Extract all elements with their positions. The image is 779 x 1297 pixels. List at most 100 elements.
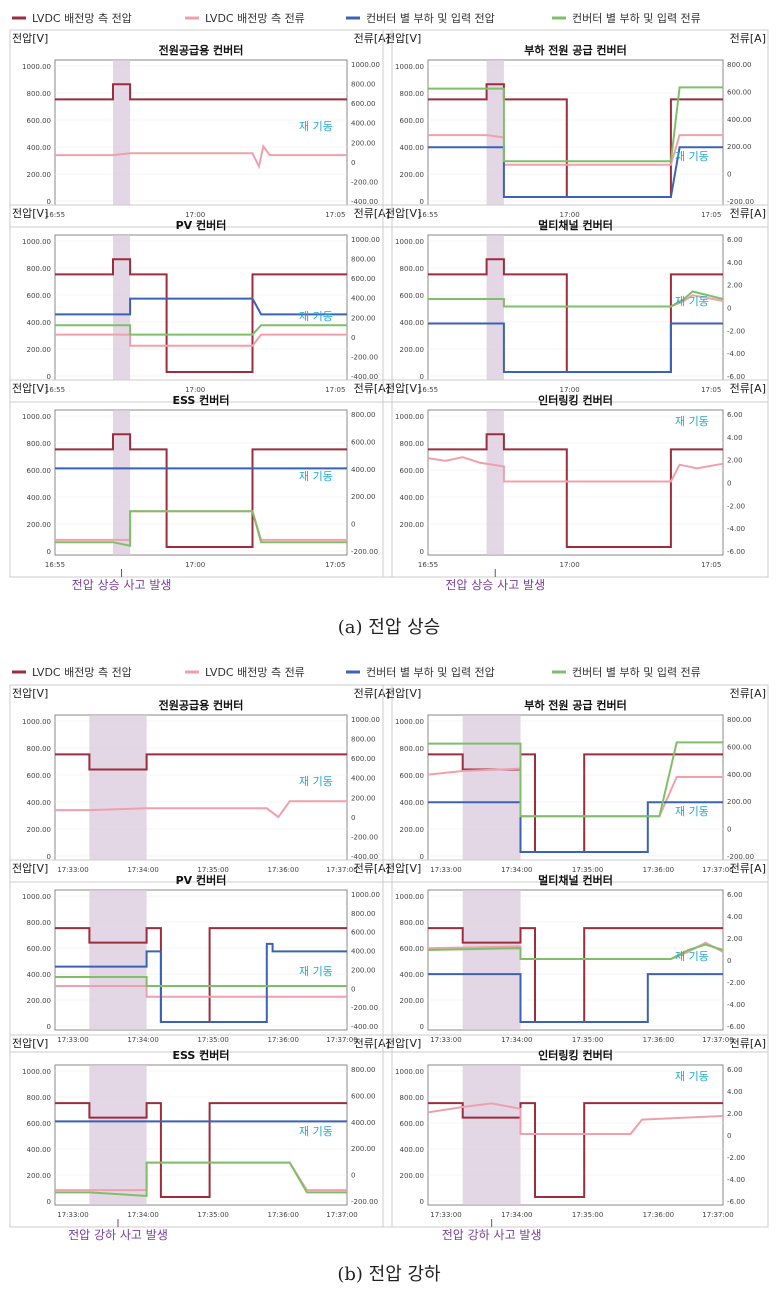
panel-2: 전압[V] 전류[A] PV 컨버터 1000.00 800.00 600.00 400.0…: [9, 204, 393, 403]
series-line-0: [428, 753, 723, 853]
right-tick-label: 200.00: [351, 314, 376, 322]
left-axis-label: 전압[V]: [385, 32, 421, 45]
right-tick-label: 0: [351, 985, 355, 993]
left-tick-label: 1000.00: [22, 63, 51, 71]
legend-label: 컨버터 별 부하 및 입력 전류: [572, 11, 701, 25]
x-tick-label: 17:36:00: [268, 866, 299, 874]
right-tick-label: -200.00: [351, 833, 378, 841]
right-tick-label: 200.00: [351, 966, 376, 974]
event-shade: [486, 235, 504, 380]
right-tick-label: 6.00: [727, 1066, 743, 1074]
plot-area: [54, 409, 348, 556]
series-line-1: [55, 333, 347, 347]
left-axis-label: 전압[V]: [385, 687, 421, 700]
x-tick-label: 17:35:00: [197, 866, 228, 874]
restart-label: 재 기동: [675, 415, 709, 428]
left-axis-label: 전압[V]: [12, 687, 48, 700]
left-tick-label: 600.00: [400, 117, 425, 125]
right-tick-label: -6.00: [727, 1023, 745, 1031]
right-tick-label: -400.00: [351, 198, 378, 206]
section-a: LVDC 배전망 측 전압 LVDC 배전망 측 전류 컨버터 별 부하 및 입력 …: [12, 11, 701, 638]
right-tick-label: 400.00: [351, 775, 376, 783]
left-tick-label: 1000.00: [395, 413, 424, 421]
legend-label: 컨버터 별 부하 및 입력 전압: [366, 11, 495, 25]
left-axis-label: 전압[V]: [385, 382, 421, 395]
panel-title: 전원공급용 컨버터: [159, 43, 244, 57]
panel-frame: [382, 859, 769, 1053]
right-axis-label: 전류[A]: [730, 32, 766, 45]
panel-5: 전압[V] 전류[A] 인터링킹 컨버터 1000.00 800.00 600.00 400…: [382, 379, 769, 578]
x-tick-label: 17:33:00: [430, 866, 461, 874]
left-tick-label: 600.00: [27, 772, 52, 780]
x-tick-label: 17:00: [560, 386, 580, 394]
left-tick-label: 1000.00: [22, 413, 51, 421]
left-tick-label: 800.00: [27, 745, 52, 753]
series-line-1: [55, 143, 347, 170]
left-tick-label: 200.00: [400, 1172, 425, 1180]
event-label: 전압 강하 사고 발생: [442, 1228, 542, 1242]
x-tick-label: 17:00: [185, 211, 205, 219]
series-line-0: [428, 1102, 723, 1198]
x-tick-label: 16:55: [418, 561, 438, 569]
left-tick-label: 400.00: [27, 144, 52, 152]
right-tick-label: -4.00: [727, 1176, 745, 1184]
right-tick-label: -200.00: [351, 1198, 378, 1206]
x-tick-label: 17:35:00: [197, 1211, 228, 1219]
event-shade: [486, 410, 504, 555]
left-tick-label: 200.00: [27, 521, 52, 529]
event-label: 전압 강하 사고 발생: [68, 1228, 168, 1242]
series-line-0: [55, 258, 347, 373]
x-tick-label: 17:36:00: [643, 866, 674, 874]
x-tick-label: 17:36:00: [643, 1211, 674, 1219]
x-tick-label: 17:00: [185, 561, 205, 569]
right-tick-label: -4.00: [727, 350, 745, 358]
left-tick-label: 800.00: [400, 265, 425, 273]
panel-frame: [382, 684, 769, 883]
right-axis-label: 전류[A]: [354, 1037, 390, 1050]
x-tick-label: 17:05: [701, 211, 721, 219]
right-tick-label: 0: [351, 1172, 355, 1180]
panel-10: 전압[V] 전류[A] ESS 컨버터 1000.00 800.00 600.00 400.…: [9, 1034, 393, 1228]
panel-8: 전압[V] 전류[A] PV 컨버터 1000.00 800.00 600.00 400.0…: [9, 859, 393, 1053]
left-tick-label: 800.00: [27, 919, 52, 927]
plot-area: [54, 59, 348, 206]
series-line-3: [427, 943, 724, 960]
right-axis-label: 전류[A]: [730, 207, 766, 220]
left-tick-label: 400.00: [400, 494, 425, 502]
right-tick-label: -2.00: [727, 1154, 745, 1162]
left-tick-label: 0: [420, 548, 424, 556]
left-tick-label: 600.00: [400, 1120, 425, 1128]
x-tick-label: 17:36:00: [643, 1036, 674, 1044]
panel-frame: [9, 204, 393, 403]
x-tick-label: 16:55: [45, 386, 65, 394]
left-tick-label: 600.00: [400, 772, 425, 780]
left-tick-label: 600.00: [400, 292, 425, 300]
left-tick-label: 1000.00: [395, 1068, 424, 1076]
series-line-0: [55, 433, 347, 548]
series-line-2: [428, 146, 723, 198]
legend-label: 컨버터 별 부하 및 입력 전류: [572, 665, 701, 679]
x-tick-label: 17:37:00: [326, 866, 357, 874]
left-axis-label: 전압[V]: [12, 207, 48, 220]
x-tick-label: 17:05: [325, 386, 345, 394]
restart-label: 재 기동: [299, 965, 333, 978]
right-tick-label: 800.00: [351, 736, 376, 744]
right-tick-label: -2.00: [727, 979, 745, 987]
x-tick-label: 17:33:00: [57, 1211, 88, 1219]
right-tick-label: 400.00: [351, 948, 376, 956]
series-line-0: [428, 927, 723, 1023]
legend-label: LVDC 배전망 측 전압: [32, 666, 132, 679]
left-tick-label: 200.00: [27, 346, 52, 354]
left-tick-label: 800.00: [27, 265, 52, 273]
left-tick-label: 200.00: [400, 826, 425, 834]
right-tick-label: 4.00: [727, 913, 743, 921]
panel-title: PV 컨버터: [176, 873, 227, 887]
left-tick-label: 0: [420, 1023, 424, 1031]
right-tick-label: 0: [351, 814, 355, 822]
left-tick-label: 800.00: [27, 90, 52, 98]
series-line-3: [55, 510, 347, 548]
x-tick-label: 17:00: [185, 386, 205, 394]
right-tick-label: -200.00: [727, 198, 754, 206]
restart-label: 재 기동: [675, 950, 709, 963]
right-tick-label: 600.00: [351, 929, 376, 937]
